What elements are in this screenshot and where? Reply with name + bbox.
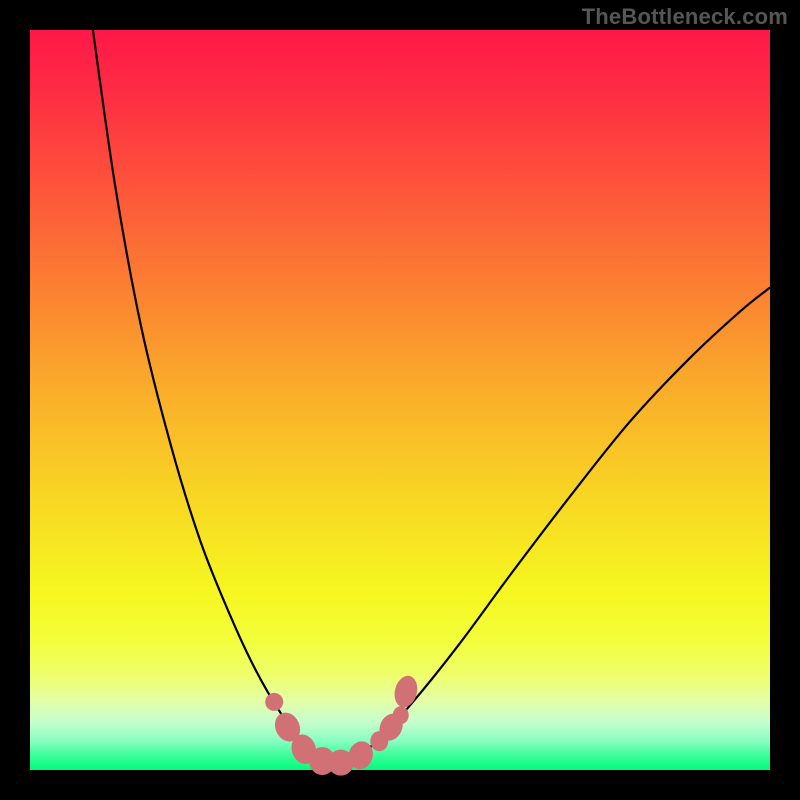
watermark-text: TheBottleneck.com [582,4,788,30]
bottleneck-chart [0,0,800,800]
plot-background [30,30,770,770]
curve-marker [393,706,409,724]
curve-marker [265,693,283,711]
